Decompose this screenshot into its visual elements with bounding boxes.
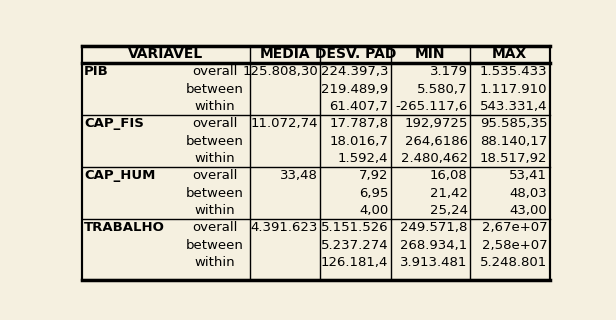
Text: overall: overall xyxy=(192,221,238,234)
Text: TRABALHO: TRABALHO xyxy=(84,221,165,234)
Text: 17.787,8: 17.787,8 xyxy=(329,117,388,130)
Text: 21,42: 21,42 xyxy=(430,187,468,200)
Text: overall: overall xyxy=(192,65,238,78)
Text: CAP_HUM: CAP_HUM xyxy=(84,169,155,182)
Text: 2,67e+07: 2,67e+07 xyxy=(482,221,547,234)
Text: between: between xyxy=(186,239,244,252)
Text: 543.331,4: 543.331,4 xyxy=(480,100,547,113)
Text: 126.181,4: 126.181,4 xyxy=(321,256,388,269)
Text: within: within xyxy=(195,152,235,165)
Text: 5.151.526: 5.151.526 xyxy=(320,221,388,234)
Text: between: between xyxy=(186,135,244,148)
Text: 3.179: 3.179 xyxy=(430,65,468,78)
Text: 18.016,7: 18.016,7 xyxy=(330,135,388,148)
Text: within: within xyxy=(195,204,235,217)
Text: 125.808,30: 125.808,30 xyxy=(242,65,318,78)
Text: PIB: PIB xyxy=(84,65,109,78)
Text: VARIÁVEL: VARIÁVEL xyxy=(128,47,204,61)
Text: 7,92: 7,92 xyxy=(359,169,388,182)
Text: overall: overall xyxy=(192,117,238,130)
Text: 268.934,1: 268.934,1 xyxy=(400,239,468,252)
Text: 33,48: 33,48 xyxy=(280,169,318,182)
Text: 3.913.481: 3.913.481 xyxy=(400,256,468,269)
Text: within: within xyxy=(195,256,235,269)
Text: 2,58e+07: 2,58e+07 xyxy=(482,239,547,252)
Text: within: within xyxy=(195,100,235,113)
Text: 249.571,8: 249.571,8 xyxy=(400,221,468,234)
Text: 25,24: 25,24 xyxy=(430,204,468,217)
Text: between: between xyxy=(186,187,244,200)
Text: 219.489,9: 219.489,9 xyxy=(321,83,388,96)
Text: CAP_FIS: CAP_FIS xyxy=(84,117,144,130)
Text: 5.237.274: 5.237.274 xyxy=(320,239,388,252)
Text: 1.592,4: 1.592,4 xyxy=(338,152,388,165)
Text: 224.397,3: 224.397,3 xyxy=(321,65,388,78)
Text: 1.117.910: 1.117.910 xyxy=(480,83,547,96)
Text: MÉDIA: MÉDIA xyxy=(260,47,310,61)
Text: MÁX: MÁX xyxy=(492,47,527,61)
Text: 4.391.623: 4.391.623 xyxy=(251,221,318,234)
Text: 192,9725: 192,9725 xyxy=(404,117,468,130)
Text: 6,95: 6,95 xyxy=(359,187,388,200)
Text: 43,00: 43,00 xyxy=(509,204,547,217)
Text: 5.248.801: 5.248.801 xyxy=(480,256,547,269)
Text: 11.072,74: 11.072,74 xyxy=(251,117,318,130)
Text: MÍN: MÍN xyxy=(415,47,445,61)
Text: 16,08: 16,08 xyxy=(430,169,468,182)
Text: DESV. PAD: DESV. PAD xyxy=(315,47,396,61)
Text: 264,6186: 264,6186 xyxy=(405,135,468,148)
Text: 53,41: 53,41 xyxy=(509,169,547,182)
Text: -265.117,6: -265.117,6 xyxy=(395,100,468,113)
Text: 95.585,35: 95.585,35 xyxy=(480,117,547,130)
Text: overall: overall xyxy=(192,169,238,182)
Text: 88.140,17: 88.140,17 xyxy=(480,135,547,148)
Text: 61.407,7: 61.407,7 xyxy=(330,100,388,113)
Text: between: between xyxy=(186,83,244,96)
Text: 2.480,462: 2.480,462 xyxy=(400,152,468,165)
Text: 1.535.433: 1.535.433 xyxy=(480,65,547,78)
Text: 4,00: 4,00 xyxy=(359,204,388,217)
Text: 18.517,92: 18.517,92 xyxy=(480,152,547,165)
Text: 5.580,7: 5.580,7 xyxy=(417,83,468,96)
Text: 48,03: 48,03 xyxy=(509,187,547,200)
